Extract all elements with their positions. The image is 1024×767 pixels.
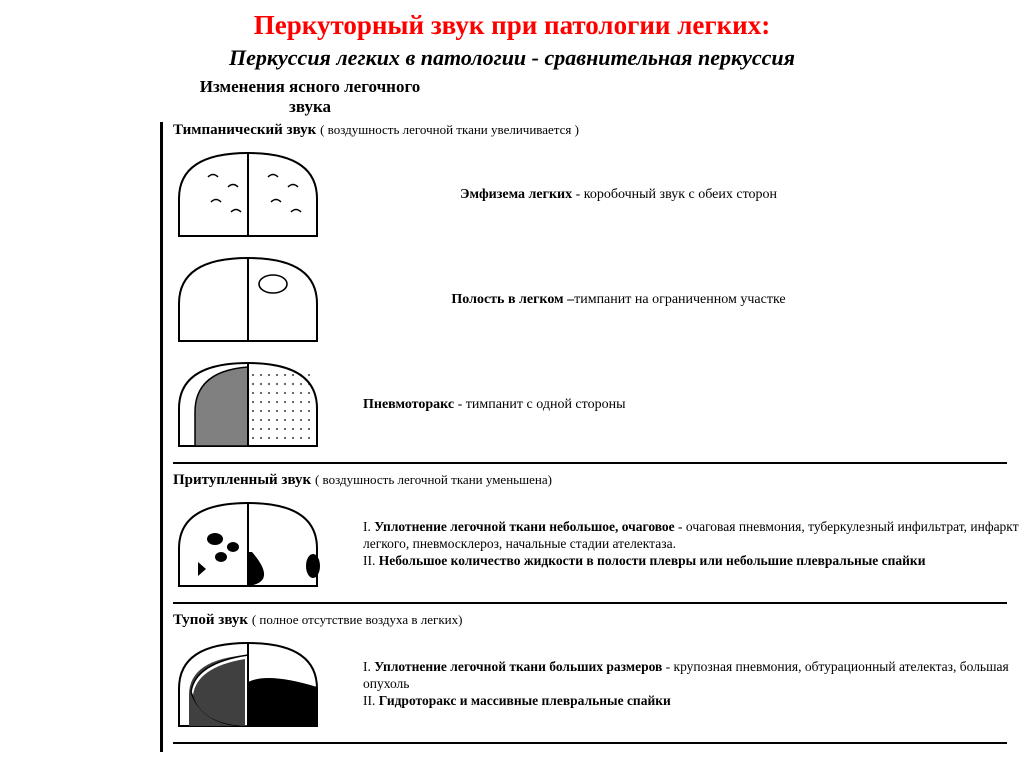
main-title: Перкуторный звук при патологии легких: [0, 0, 1024, 45]
lung-diagram-pneumothorax [173, 357, 323, 452]
section-divider [173, 602, 1007, 604]
subtitle: Перкуссия легких в патологии - сравнител… [0, 45, 1024, 71]
section-divider [173, 742, 1007, 744]
diagram-row: I. Уплотнение легочной ткани больших раз… [173, 637, 1024, 732]
diagram-row: I. Уплотнение легочной ткани небольшое, … [173, 497, 1024, 592]
lung-diagram-dull [173, 497, 323, 592]
lung-diagram-flat [173, 637, 323, 732]
diagram-description: Полость в легком –тимпанит на ограниченн… [323, 291, 1024, 309]
diagram-row: Пневмоторакс - тимпанит с одной стороны [173, 357, 1024, 452]
lung-diagram-cavity [173, 252, 323, 347]
lung-diagram-emphysema [173, 147, 323, 242]
diagram-row: Полость в легком –тимпанит на ограниченн… [173, 252, 1024, 347]
section-header: Изменения ясного легочного звука [180, 77, 440, 118]
content-column: Тимпанический звук ( воздушность легочно… [163, 122, 1024, 752]
diagram-row: Эмфизема легких - коробочный звук с обеи… [173, 147, 1024, 242]
section-divider [173, 462, 1007, 464]
diagram-description: Пневмоторакс - тимпанит с одной стороны [323, 396, 1024, 414]
diagram-description: I. Уплотнение легочной ткани больших раз… [323, 659, 1024, 710]
diagram-description: Эмфизема легких - коробочный звук с обеи… [323, 186, 1024, 204]
sound-section-header: Притупленный звук ( воздушность легочной… [173, 472, 1024, 489]
diagram-description: I. Уплотнение легочной ткани небольшое, … [323, 519, 1024, 570]
sound-section-header: Тупой звук ( полное отсутствие воздуха в… [173, 612, 1024, 629]
diagram-column-layout: Тимпанический звук ( воздушность легочно… [0, 122, 1024, 752]
sound-section-header: Тимпанический звук ( воздушность легочно… [173, 122, 1024, 139]
